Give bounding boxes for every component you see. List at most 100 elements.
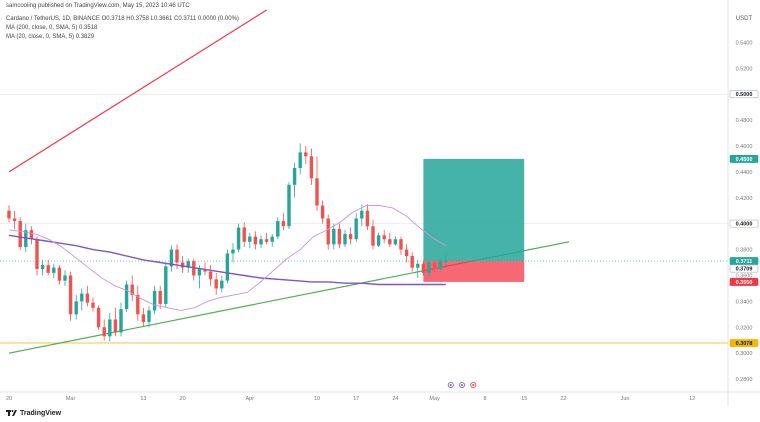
candle-body <box>354 218 358 240</box>
candle <box>214 272 218 295</box>
candle-body <box>326 218 330 245</box>
y-tick-label: 0.5200 <box>736 66 753 72</box>
candle-body <box>253 236 258 245</box>
candle-body <box>438 261 442 269</box>
candle <box>12 210 17 229</box>
candle-body <box>40 265 45 269</box>
candle-body <box>371 226 375 246</box>
candle <box>225 249 230 284</box>
ma200-legend: MA (200, close, 0, SMA, 5) 0.3518 <box>6 25 98 31</box>
candle <box>119 302 123 337</box>
price-badge-label: 0.4500 <box>736 157 753 163</box>
x-tick-label: 22 <box>560 396 566 402</box>
candle-body <box>164 266 168 304</box>
candle <box>320 200 325 224</box>
candle <box>35 236 39 276</box>
price-badge: 0.4500 <box>729 155 759 163</box>
price-badge-box <box>729 219 759 228</box>
candle <box>276 217 280 240</box>
ma200-line <box>8 234 446 286</box>
candle <box>416 259 420 279</box>
candle <box>136 285 140 321</box>
candle-body <box>96 307 101 328</box>
candle <box>113 307 118 337</box>
candle <box>264 232 269 245</box>
candle <box>96 305 101 330</box>
y-tick-label: 0.3200 <box>736 325 753 331</box>
event-flag-icon-dot <box>461 384 463 386</box>
candle-body <box>130 284 134 295</box>
candle-body <box>270 236 274 242</box>
candle-body <box>152 290 157 311</box>
candle <box>18 217 22 250</box>
candle-body <box>180 262 185 268</box>
candle-body <box>12 218 17 222</box>
y-tick-label: 0.3400 <box>736 299 753 305</box>
price-badge-box <box>729 155 759 163</box>
candle <box>164 262 168 308</box>
candle <box>29 226 34 245</box>
y-tick-label: 0.4400 <box>736 170 753 176</box>
candle-body <box>57 267 62 281</box>
candle-body <box>136 294 140 315</box>
candle <box>298 143 302 175</box>
candle-body <box>158 290 162 304</box>
candle <box>80 288 84 311</box>
candle <box>152 285 157 315</box>
candle-body <box>304 152 308 157</box>
candle <box>102 319 106 341</box>
x-tick-label: 8 <box>483 396 486 402</box>
candle-body <box>332 228 336 245</box>
candle-body <box>382 235 386 240</box>
candle-body <box>410 256 414 268</box>
candle <box>376 232 381 247</box>
y-tick-label: 0.5400 <box>736 40 753 46</box>
candle <box>124 280 129 312</box>
candle-body <box>287 184 291 227</box>
candle-body <box>416 263 420 268</box>
price-badge-box <box>729 90 759 99</box>
price-badge-label: 0.4000 <box>736 222 753 228</box>
currency-label: USDT <box>736 16 753 22</box>
candle-body <box>444 261 448 263</box>
candle-body <box>315 178 319 206</box>
y-tick-label: 0.3000 <box>736 351 753 357</box>
candle <box>444 254 448 268</box>
candle-body <box>186 261 190 268</box>
candle <box>147 306 151 328</box>
candle <box>382 230 386 244</box>
price-badge: 0.3078 <box>729 339 759 347</box>
candle <box>337 223 342 249</box>
y-tick-label: 0.4200 <box>736 196 753 202</box>
candle <box>192 258 196 281</box>
x-tick-label: 17 <box>353 396 359 402</box>
profit-zone <box>423 158 525 262</box>
x-tick-label: May <box>429 396 440 402</box>
y-tick-label: 0.4600 <box>736 144 753 150</box>
x-tick-label: 24 <box>392 396 398 402</box>
tradingview-logo[interactable]: TradingView <box>6 408 61 418</box>
candle-body <box>337 228 342 245</box>
candle-body <box>388 239 392 245</box>
candle <box>7 205 11 223</box>
candle-body <box>281 221 286 227</box>
candle <box>259 235 263 249</box>
candle-body <box>197 268 202 276</box>
candle <box>343 230 347 247</box>
candle-body <box>18 221 22 247</box>
candle <box>287 182 291 229</box>
tradingview-logo-text: TradingView <box>20 409 62 417</box>
candle <box>180 256 185 273</box>
candle <box>40 259 45 276</box>
candle-body <box>7 210 11 219</box>
trendline-resistance <box>8 9 267 173</box>
candle-body <box>248 236 252 242</box>
candle <box>410 252 414 272</box>
candle <box>438 258 442 272</box>
price-badge-label: 0.3078 <box>736 341 753 347</box>
candle-body <box>421 263 426 273</box>
candle <box>248 232 252 249</box>
candle-body <box>175 249 179 263</box>
candle-body <box>427 262 431 273</box>
